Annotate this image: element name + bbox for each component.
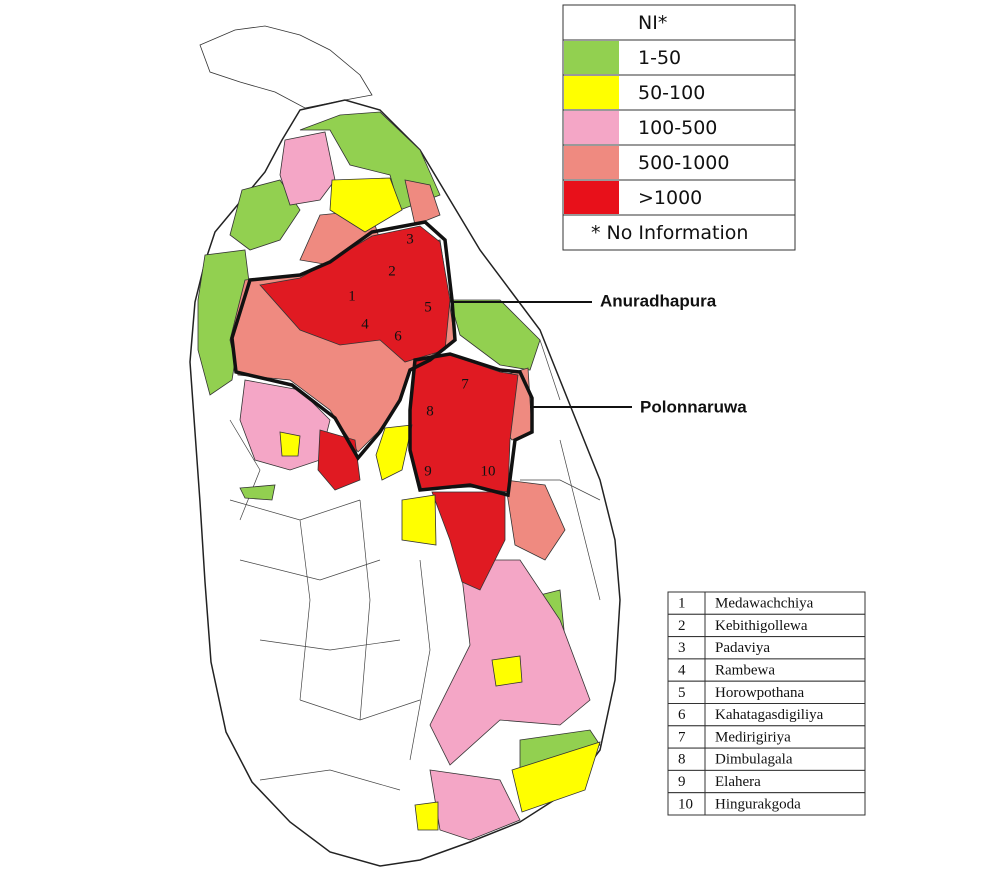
district-label: Polonnaruwa — [640, 397, 747, 416]
yellow-region — [329, 177, 403, 233]
key-number: 3 — [678, 640, 686, 656]
yellow-region — [279, 431, 301, 457]
key-cell — [667, 680, 706, 705]
key-number: 2 — [678, 618, 686, 634]
map-number: 6 — [394, 328, 402, 344]
key-number: 4 — [678, 662, 686, 678]
key-name: Medirigiriya — [715, 729, 791, 745]
key-name: Rambewa — [715, 662, 775, 678]
key-number: 7 — [678, 729, 686, 745]
key-table: 1 Medawachchiya 2 Kebithigollewa 3 Padaviya 4 R… — [667, 591, 866, 816]
green-region — [197, 249, 251, 396]
map-number: 9 — [424, 463, 432, 479]
salmon-region — [404, 179, 441, 226]
island — [189, 25, 621, 867]
legend-swatch — [564, 6, 619, 39]
key-name: Elahera — [715, 774, 761, 790]
key-number: 9 — [678, 774, 686, 790]
map-number: 1 — [348, 288, 356, 304]
legend-swatch — [564, 111, 619, 144]
legend-label: NI* — [638, 12, 667, 34]
key-name: Medawachchiya — [715, 596, 814, 612]
yellow-region — [401, 494, 437, 546]
map-number: 4 — [361, 316, 369, 332]
legend: NI* 1-50 50-100 100-500 500-1000 >1000 * No In… — [562, 4, 796, 251]
key-cell — [667, 658, 706, 682]
key-name: Kahatagasdigiliya — [715, 707, 824, 723]
map-number: 8 — [426, 403, 434, 419]
legend-label: >1000 — [638, 187, 702, 209]
green-region — [449, 299, 541, 371]
red-region — [431, 491, 506, 591]
yellow-region — [491, 655, 523, 687]
key-cell — [667, 636, 706, 660]
district-label: Anuradhapura — [600, 291, 717, 310]
green-region — [229, 179, 301, 251]
yellow-region — [375, 424, 413, 481]
map-number: 5 — [424, 299, 432, 315]
map-number: 2 — [388, 263, 396, 279]
key-cell — [667, 703, 706, 727]
key-name: Padaviya — [715, 640, 770, 656]
legend-label: 100-500 — [638, 117, 717, 139]
polonnaruwa-border — [408, 352, 534, 498]
map-number: 10 — [481, 463, 496, 479]
key-name: Hingurakgoda — [715, 796, 801, 812]
legend-swatch — [564, 41, 619, 74]
yellow-region — [511, 741, 601, 813]
key-number: 6 — [678, 707, 686, 723]
legend-swatch — [564, 146, 619, 179]
key-cell — [667, 747, 706, 771]
legend-label: 50-100 — [638, 82, 705, 104]
legend-label: 500-1000 — [638, 152, 729, 174]
key-cell — [667, 769, 706, 794]
green-region — [239, 484, 276, 501]
key-number: 5 — [678, 685, 686, 701]
key-cell — [667, 613, 706, 638]
yellow-region — [414, 801, 439, 831]
legend-swatch — [564, 181, 619, 214]
district-lines — [229, 339, 601, 791]
key-cell — [704, 792, 866, 816]
key-number: 10 — [678, 796, 693, 812]
key-name: Kebithigollewa — [715, 618, 808, 634]
legend-note: * No Information — [591, 222, 748, 244]
map-number: 7 — [461, 376, 469, 392]
key-name: Dimbulagala — [715, 752, 793, 768]
legend-cell — [562, 214, 796, 251]
key-number: 1 — [678, 596, 686, 612]
anuradhapura-border — [230, 220, 457, 462]
legend-swatch — [564, 76, 619, 109]
pink-region — [279, 131, 336, 206]
map-number: 3 — [406, 231, 414, 247]
jaffna-peninsula — [199, 25, 373, 109]
key-name: Horowpothana — [715, 685, 804, 701]
key-number: 8 — [678, 752, 686, 768]
salmon-region — [504, 479, 566, 561]
key-cell — [667, 591, 706, 615]
legend-label: 1-50 — [638, 47, 681, 69]
key-cell — [667, 725, 706, 749]
